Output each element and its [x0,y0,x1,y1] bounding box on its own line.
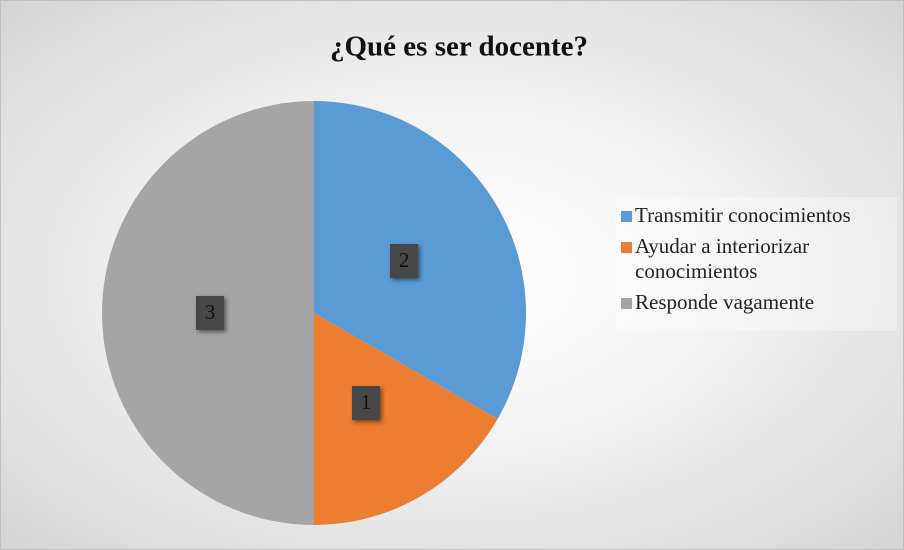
chart-title: ¿Qué es ser docente? [330,31,588,63]
data-label-box [390,244,419,278]
legend-label: Ayudar a interiorizar conocimientos [635,234,810,283]
legend-label: Transmitir conocimientos [635,203,851,227]
legend-label: Responde vagamente [635,290,815,314]
legend-entry: Ayudar a interiorizar conocimientos [621,234,893,284]
pie-slice [314,101,526,419]
legend-entry: Transmitir conocimientos [621,203,893,228]
data-label-box [352,386,380,421]
data-label: 1 [361,390,372,414]
data-label: 2 [399,248,410,272]
legend: Transmitir conocimientos Ayudar a interio… [615,197,897,331]
legend-swatch [621,298,632,309]
data-label: 3 [205,300,216,324]
legend-swatch [621,211,632,222]
data-label-box [196,296,224,330]
legend-entry: Responde vagamente [621,290,893,315]
pie-slice [314,313,498,525]
legend-swatch [621,242,632,253]
